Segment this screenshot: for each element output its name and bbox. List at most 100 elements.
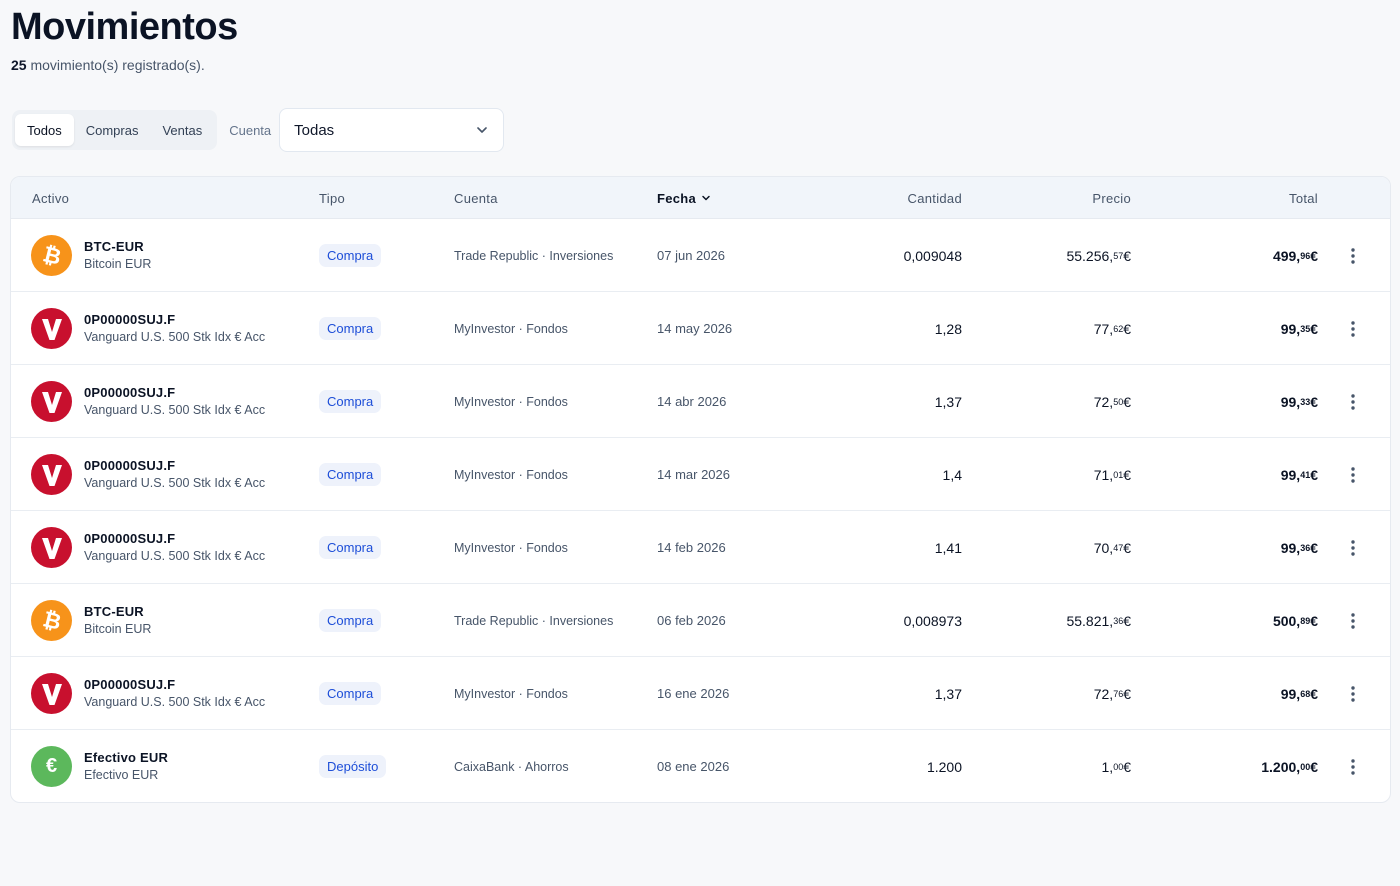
total-integer: 99, xyxy=(1280,393,1301,410)
movements-count-text: 25 movimiento(s) registrado(s). xyxy=(11,57,205,73)
date-cell: 07 jun 2026 xyxy=(657,248,725,263)
chevron-down-icon xyxy=(475,123,489,137)
price-integer: 1, xyxy=(1101,758,1114,775)
total-decimals: 36 xyxy=(1300,542,1311,553)
table-row[interactable]: 0P00000SUJ.F Vanguard U.S. 500 Stk Idx € … xyxy=(11,657,1390,730)
type-badge: Depósito xyxy=(319,755,387,778)
account-cell: MyInvestor · Fondos xyxy=(454,540,568,555)
quantity-cell: 1,41 xyxy=(934,539,962,556)
row-menu-kebab-icon[interactable] xyxy=(1343,730,1363,802)
asset-name: Vanguard U.S. 500 Stk Idx € Acc xyxy=(84,549,266,563)
account-cell: Trade Republic · Inversiones xyxy=(454,248,614,263)
total-integer: 499, xyxy=(1272,247,1301,264)
header-type[interactable]: Tipo xyxy=(319,190,346,206)
table-row[interactable]: ₿ BTC-EUR Bitcoin EUR Compra Trade Republic … xyxy=(11,219,1390,292)
account-cell: MyInvestor · Fondos xyxy=(454,467,568,482)
total-currency: € xyxy=(1310,466,1318,483)
row-menu-kebab-icon[interactable] xyxy=(1343,365,1363,438)
total-decimals: 89 xyxy=(1300,615,1311,626)
row-menu-kebab-icon[interactable] xyxy=(1343,219,1363,292)
table-row[interactable]: 0P00000SUJ.F Vanguard U.S. 500 Stk Idx € … xyxy=(11,292,1390,365)
price-cell: 71, 01 € xyxy=(1094,438,1131,511)
total-decimals: 68 xyxy=(1300,688,1311,699)
bitcoin-icon: ₿ xyxy=(31,235,72,276)
table-row[interactable]: € Efectivo EUR Efectivo EUR Depósito CaixaBa… xyxy=(11,730,1390,802)
vanguard-icon xyxy=(31,454,72,495)
row-menu-kebab-icon[interactable] xyxy=(1343,292,1363,365)
asset-symbol: Efectivo EUR xyxy=(84,750,169,765)
price-integer: 72, xyxy=(1093,393,1114,410)
price-currency: € xyxy=(1123,685,1131,702)
price-decimals: 01 xyxy=(1113,469,1124,480)
total-currency: € xyxy=(1310,539,1318,556)
account-cell: CaixaBank · Ahorros xyxy=(454,759,569,774)
row-menu-kebab-icon[interactable] xyxy=(1343,438,1363,511)
row-menu-kebab-icon[interactable] xyxy=(1343,511,1363,584)
date-cell: 14 may 2026 xyxy=(657,321,733,336)
total-integer: 99, xyxy=(1280,685,1301,702)
account-select[interactable]: Todas xyxy=(279,108,505,152)
type-badge: Compra xyxy=(319,682,382,705)
asset-info: BTC-EUR Bitcoin EUR xyxy=(84,239,151,271)
header-quantity[interactable]: Cantidad xyxy=(907,190,962,206)
total-decimals: 35 xyxy=(1300,323,1311,334)
price-currency: € xyxy=(1123,466,1131,483)
account-cell: MyInvestor · Fondos xyxy=(454,321,568,336)
price-cell: 77, 62 € xyxy=(1094,292,1131,365)
table-row[interactable]: 0P00000SUJ.F Vanguard U.S. 500 Stk Idx € … xyxy=(11,365,1390,438)
account-cell: Trade Republic · Inversiones xyxy=(454,613,614,628)
price-decimals: 57 xyxy=(1113,250,1124,261)
row-menu-kebab-icon[interactable] xyxy=(1343,584,1363,657)
total-currency: € xyxy=(1310,393,1318,410)
type-badge: Compra xyxy=(319,390,382,413)
table-row[interactable]: 0P00000SUJ.F Vanguard U.S. 500 Stk Idx € … xyxy=(11,438,1390,511)
total-integer: 1.200, xyxy=(1261,758,1301,775)
table-header: Activo Tipo Cuenta Fecha Cantidad Precio… xyxy=(11,177,1390,219)
quantity-cell: 1,37 xyxy=(934,685,962,702)
date-cell: 14 abr 2026 xyxy=(657,394,727,409)
asset-name: Vanguard U.S. 500 Stk Idx € Acc xyxy=(84,403,266,417)
header-total[interactable]: Total xyxy=(1289,190,1318,206)
asset-symbol: 0P00000SUJ.F xyxy=(84,458,176,473)
date-cell: 06 feb 2026 xyxy=(657,613,726,628)
date-cell: 16 ene 2026 xyxy=(657,686,730,701)
asset-info: BTC-EUR Bitcoin EUR xyxy=(84,604,151,636)
account-select-value: Todas xyxy=(294,121,335,139)
table-row[interactable]: 0P00000SUJ.F Vanguard U.S. 500 Stk Idx € … xyxy=(11,511,1390,584)
asset-name: Bitcoin EUR xyxy=(84,622,152,636)
table-row[interactable]: ₿ BTC-EUR Bitcoin EUR Compra Trade Republic … xyxy=(11,584,1390,657)
asset-name: Vanguard U.S. 500 Stk Idx € Acc xyxy=(84,695,266,709)
price-decimals: 47 xyxy=(1113,542,1124,553)
asset-info: 0P00000SUJ.F Vanguard U.S. 500 Stk Idx € … xyxy=(84,385,265,417)
price-decimals: 76 xyxy=(1113,688,1124,699)
total-currency: € xyxy=(1310,247,1318,264)
type-badge: Compra xyxy=(319,317,382,340)
price-currency: € xyxy=(1123,758,1131,775)
type-badge: Compra xyxy=(319,536,382,559)
quantity-cell: 1,28 xyxy=(934,320,962,337)
date-cell: 14 mar 2026 xyxy=(657,467,730,482)
movements-count: 25 xyxy=(11,57,27,73)
total-currency: € xyxy=(1310,685,1318,702)
header-asset[interactable]: Activo xyxy=(32,190,70,206)
header-price[interactable]: Precio xyxy=(1092,190,1131,206)
account-filter-label: Cuenta xyxy=(229,122,272,138)
date-cell: 14 feb 2026 xyxy=(657,540,726,555)
header-account[interactable]: Cuenta xyxy=(454,190,498,206)
asset-symbol: BTC-EUR xyxy=(84,239,144,254)
vanguard-icon xyxy=(31,527,72,568)
total-cell: 500, 89 € xyxy=(1273,584,1318,657)
total-cell: 99, 36 € xyxy=(1281,511,1318,584)
price-integer: 55.256, xyxy=(1066,247,1114,264)
movements-count-suffix: movimiento(s) registrado(s). xyxy=(30,57,205,73)
total-integer: 99, xyxy=(1280,466,1301,483)
asset-name: Vanguard U.S. 500 Stk Idx € Acc xyxy=(84,476,266,490)
filter-todos-button[interactable]: Todos xyxy=(15,114,74,146)
row-menu-kebab-icon[interactable] xyxy=(1343,657,1363,730)
table-body: ₿ BTC-EUR Bitcoin EUR Compra Trade Republic … xyxy=(11,219,1390,802)
price-decimals: 50 xyxy=(1113,396,1124,407)
filter-compras-button[interactable]: Compras xyxy=(85,122,139,138)
total-cell: 99, 68 € xyxy=(1281,657,1318,730)
filter-ventas-button[interactable]: Ventas xyxy=(162,122,203,138)
header-date-sortable[interactable]: Fecha xyxy=(657,177,711,219)
